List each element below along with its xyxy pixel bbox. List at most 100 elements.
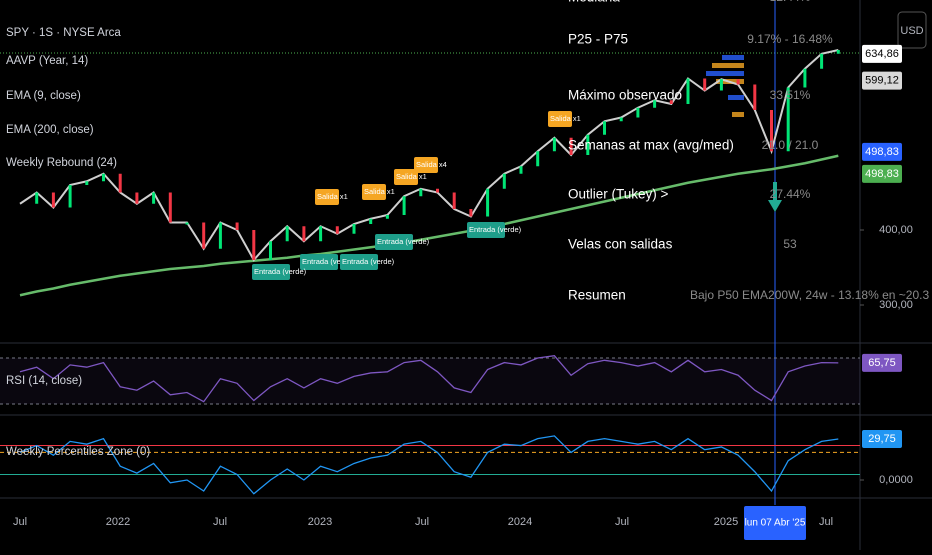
- candle: [486, 188, 490, 217]
- annotation-box: [315, 189, 339, 205]
- x-tick-label: 2025: [714, 516, 738, 528]
- candle: [603, 121, 606, 135]
- candle: [135, 192, 139, 204]
- annotation: Entrada (verde): [469, 225, 522, 234]
- candle: [536, 151, 540, 167]
- zone-line: [19, 435, 839, 495]
- candle: [285, 226, 289, 242]
- candle: [436, 188, 439, 193]
- candle: [569, 137, 573, 155]
- stat-value: 12.44%: [770, 0, 811, 4]
- panel-label: RSI (14, close): [6, 375, 82, 387]
- annotation-box: [340, 254, 378, 270]
- price-tag: [862, 164, 902, 183]
- x-tick-label: Jul: [615, 516, 629, 528]
- annotation-box: [362, 184, 386, 200]
- y-tick-label: 300,00: [879, 299, 913, 311]
- candle: [102, 173, 105, 182]
- stat-value: 33.51%: [770, 88, 811, 102]
- annotation: Entrada (verde): [342, 257, 395, 266]
- crosshair-date: lun 07 Abr '25: [745, 518, 806, 529]
- x-tick-label: 2022: [106, 516, 130, 528]
- profile-bar: [712, 63, 744, 68]
- candle: [786, 87, 790, 152]
- price-tag-label: 634,86: [865, 48, 899, 60]
- candle: [335, 226, 339, 234]
- ema200-line: [19, 154, 839, 297]
- annotation-box: [375, 234, 413, 250]
- candle: [319, 226, 323, 242]
- candle: [719, 79, 723, 91]
- annotation-box: [467, 222, 505, 238]
- profile-bar: [722, 55, 744, 60]
- currency-box[interactable]: [897, 11, 927, 49]
- candle: [168, 192, 172, 223]
- rsi-line: [19, 355, 839, 403]
- annotation: Salida x1: [396, 172, 427, 181]
- candle: [152, 192, 156, 204]
- candle: [736, 79, 740, 85]
- stat-label: Velas con salidas: [568, 237, 673, 252]
- price-tag: [862, 44, 902, 63]
- candle: [85, 181, 89, 185]
- candle: [51, 192, 55, 208]
- candle: [586, 134, 590, 155]
- annotation-box: [252, 264, 290, 280]
- rsi-band: [0, 358, 860, 404]
- candle: [235, 222, 239, 230]
- candle: [686, 78, 690, 104]
- profile-bar: [706, 71, 744, 76]
- annotation-box: [548, 111, 572, 127]
- candle: [419, 188, 423, 197]
- stat-label: Máximo observado: [568, 88, 682, 103]
- symbol: SPY · 1S · NYSE Arca: [6, 27, 121, 39]
- annotation: Salida x1: [317, 192, 348, 201]
- profile-bar: [732, 112, 744, 117]
- candle: [753, 84, 757, 110]
- candle: [352, 224, 356, 234]
- price-tag-label: 599,12: [865, 75, 899, 87]
- candle: [452, 192, 456, 209]
- candle: [803, 68, 807, 88]
- annotation: Entrada (verde): [377, 237, 430, 246]
- y-tick-label: 400,00: [879, 224, 913, 236]
- annotation: Salida x1: [550, 114, 581, 123]
- zone-tag-label: 29,75: [868, 433, 896, 445]
- candle: [402, 196, 406, 215]
- candle: [502, 173, 506, 189]
- candle: [118, 173, 122, 193]
- indicator: EMA (200, close): [6, 124, 94, 136]
- x-tick-label: 2023: [308, 516, 332, 528]
- stat-label: Semanas at max (avg/med): [568, 138, 734, 153]
- candle: [552, 137, 556, 152]
- candle: [619, 117, 623, 122]
- stat-label: Mediana: [568, 0, 620, 5]
- panel-label: Weekly Percentiles Zone (0): [6, 446, 150, 458]
- annotation: Entrada (verde): [302, 257, 355, 266]
- stat-value: 53: [783, 237, 797, 251]
- candle: [202, 222, 206, 249]
- stat-label: Resumen: [568, 288, 626, 303]
- candle: [669, 100, 673, 104]
- annotation-box: [394, 169, 418, 185]
- candle: [185, 222, 189, 225]
- candle: [519, 166, 523, 174]
- x-tick-label: Jul: [819, 516, 833, 528]
- stat-value: 21.0 / 21.0: [762, 138, 819, 152]
- candle: [636, 107, 640, 118]
- x-tick-label: Jul: [13, 516, 27, 528]
- annotation-box: [414, 157, 438, 173]
- candle: [369, 218, 373, 224]
- stat-value: 27.44%: [770, 187, 811, 201]
- annotation: Salida x4: [416, 160, 447, 169]
- zone-tag: [862, 430, 902, 448]
- y-tick-label: 0,0000: [879, 474, 913, 486]
- stat-label: P25 - P75: [568, 32, 628, 47]
- annotation: Entrada (verde): [254, 267, 307, 276]
- crosshair-date-box: [744, 506, 806, 540]
- rsi-tag-label: 65,75: [868, 357, 896, 369]
- candle: [836, 50, 840, 54]
- candle: [35, 192, 39, 204]
- annotation-box: [300, 254, 338, 270]
